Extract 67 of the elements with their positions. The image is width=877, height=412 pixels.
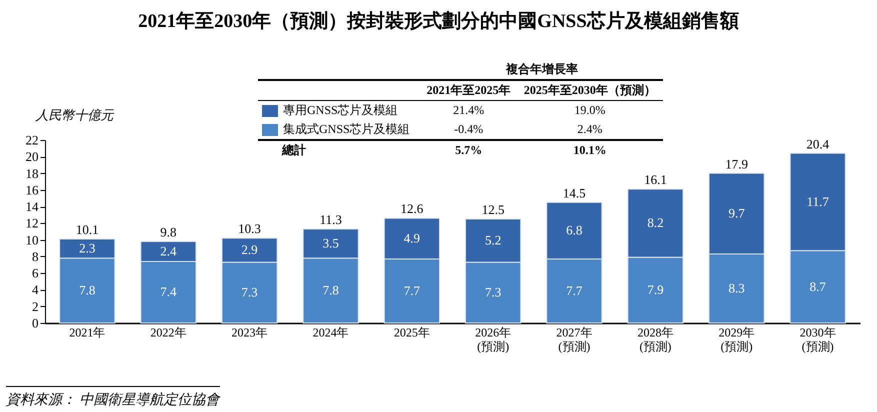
y-axis-title: 人民幣十億元: [34, 108, 114, 122]
text: 複合年增長率: [504, 61, 579, 78]
y-tick-label: 22: [26, 132, 38, 148]
data-label: 8.2: [647, 215, 664, 230]
y-tick-label: 12: [26, 216, 38, 231]
data-label: 2.9: [241, 242, 258, 258]
total-label: 20.4: [806, 136, 830, 152]
chart-title: 2021年至2030年（預測）按封裝形式劃分的中國GNSS芯片及模組銷售額: [137, 10, 740, 34]
annotation: 10.1%: [572, 142, 608, 159]
data-label: 7.4: [160, 284, 178, 300]
data-label: 7.7: [404, 282, 421, 298]
total-label: 11.3: [320, 212, 342, 228]
data-label: 7.8: [79, 282, 96, 298]
data-label: 8.3: [728, 280, 745, 296]
total-label: 9.8: [160, 224, 177, 240]
annotation: 總計: [280, 142, 307, 159]
data-label: 7.3: [241, 284, 258, 300]
y-tick-label: 14: [26, 199, 39, 214]
y-tick-label: 4: [32, 282, 39, 298]
data-label: 6.8: [566, 222, 582, 238]
y-tick-label: 0: [32, 316, 38, 330]
source-note: 資料來源： 中國衛星導航定位協會: [6, 386, 220, 409]
data-label: 2.4: [160, 243, 178, 258]
x-tick-label: 2029年 (預測): [718, 326, 755, 354]
text: 2025年至2030年（預測）: [516, 80, 663, 100]
y-tick-label: 8: [32, 248, 38, 264]
data-label: 11.7: [806, 194, 830, 209]
data-label: 9.7: [728, 206, 746, 221]
x-tick-label: 2025年: [394, 326, 430, 340]
total-label: 16.1: [644, 172, 667, 188]
data-label: 7.3: [484, 284, 502, 300]
text: 2.4%: [576, 121, 604, 138]
x-tick-label: 2023年: [232, 326, 268, 340]
x-tick-label: 2026年 (預測): [475, 326, 512, 354]
text: 19.0%: [573, 102, 606, 119]
y-tick-label: 20: [26, 149, 38, 164]
y-tick-label: 2: [32, 298, 38, 314]
x-tick-label: 2024年: [312, 326, 349, 340]
data-label: 7.8: [322, 282, 339, 298]
legend-label: 專用GNSS芯片及模組: [282, 103, 398, 117]
total-label: 14.5: [562, 185, 586, 200]
data-label: 3.5: [322, 236, 339, 251]
total-label: 10.3: [238, 221, 261, 236]
legend-label: 集成式GNSS芯片及模組: [282, 122, 410, 136]
text: 2021年至2025年: [420, 80, 517, 100]
y-tick-label: 6: [32, 266, 39, 281]
y-tick-label: 10: [26, 232, 38, 248]
data-label: 4.9: [404, 230, 420, 246]
data-label: 7.9: [647, 282, 664, 298]
x-tick-label: 2021年: [69, 326, 106, 340]
total-label: 10.1: [76, 222, 99, 237]
text: 21.4%: [452, 102, 486, 119]
x-tick-label: 2027年 (預測): [556, 326, 592, 354]
x-tick-label: 2022年: [150, 326, 186, 340]
data-label: 7.7: [566, 282, 583, 298]
data-label: 2.3: [79, 240, 96, 256]
total-label: 12.6: [400, 201, 424, 216]
x-tick-label: 2030年 (預測): [800, 326, 836, 354]
data-label: 5.2: [484, 232, 502, 248]
total-label: 17.9: [725, 156, 748, 172]
y-tick-label: 16: [26, 182, 39, 198]
y-tick-label: 18: [26, 166, 38, 181]
data-label: 8.7: [810, 278, 826, 294]
text: -0.4%: [453, 121, 484, 138]
x-tick-label: 2028年 (預測): [637, 326, 674, 354]
annotation: 5.7%: [454, 142, 484, 159]
total-label: 12.5: [482, 202, 504, 218]
